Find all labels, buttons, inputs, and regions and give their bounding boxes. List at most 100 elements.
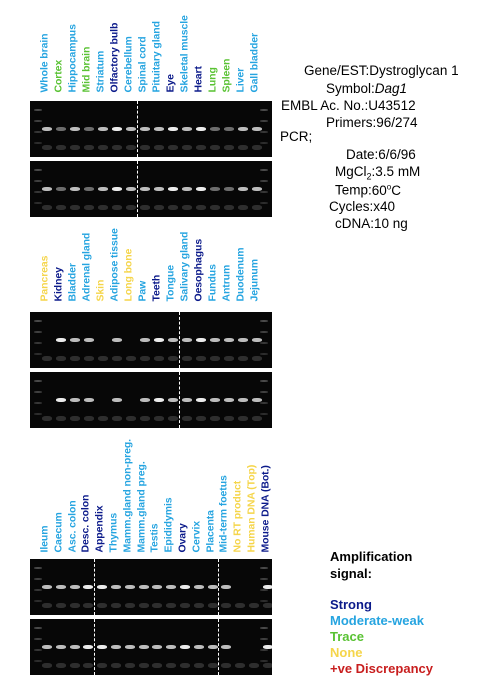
pcr-band [42,585,52,589]
pcr-band [124,585,135,589]
primer-smear [98,205,108,210]
marker-band [34,649,42,651]
pcr-band [112,127,122,131]
cycles-value: x40 [373,199,396,214]
temp-label: Temp: [335,182,372,198]
tissue-label: Mid brain [80,46,93,93]
pcr-band [224,127,234,131]
primer-smear [70,205,80,210]
pcr-band [84,187,94,191]
tissue-label: Testis [148,523,161,553]
primer-smear [112,416,122,421]
marker-band [34,391,42,393]
lane-divider [137,161,138,217]
primer-smear [140,416,150,421]
marker-band [34,567,42,569]
temp-row: Temp:60oC [335,183,401,197]
tissue-label: Mamm.gland non-preg. [121,438,134,553]
pcr-band [98,187,108,191]
marker-band [34,131,42,133]
primer-smear [252,205,262,210]
legend-title-line2: signal: [330,565,372,581]
primer-smear [196,416,206,421]
cdna-value: 10 ng [374,216,408,231]
primer-smear [224,356,234,361]
primer-smear [126,356,136,361]
primer-smear [69,663,80,668]
pcr-band [42,187,52,191]
primer-smear [83,603,94,608]
marker-band [260,353,268,355]
primer-smear [182,416,192,421]
mgcl-row: MgCl2:3.5 mM [335,165,420,182]
cycles-label: Cycles: [329,199,374,214]
tissue-label: Skin [94,279,107,302]
symbol-label: Symbol: [326,81,375,96]
marker-band [34,578,42,580]
tissue-label: Adipose tissue [108,228,121,302]
pcr-band [138,585,149,589]
gel-strip [30,559,272,615]
primer-smear [126,145,136,150]
gene-value: Dystroglycan 1 [369,63,459,78]
pcr-band [138,645,149,649]
primer-smear [166,663,177,668]
primer-smear [56,416,66,421]
primer-smear [56,356,66,361]
temp-number: 60 [371,182,387,198]
primer-smear [224,205,234,210]
primer-smear [262,603,272,608]
tissue-label: No RT product [231,480,244,553]
marker-band [260,413,268,415]
tissue-label: Cerebellum [122,36,135,93]
marker-band [260,567,268,569]
pcr-band [55,645,66,649]
cdna-label: cDNA: [335,216,375,231]
primer-smear [210,205,220,210]
tissue-label: Mid-term foetus [217,475,230,553]
primer-smear [111,663,121,668]
lane-divider [179,372,180,428]
pcr-band [83,645,94,649]
gel-strip [30,101,272,157]
marker-band [34,342,42,344]
marker-band [260,402,268,404]
tissue-label: Paw [136,280,149,302]
pcr-band [69,645,80,649]
pcr-band [56,398,66,402]
marker-band [34,589,42,591]
primer-smear [193,603,204,608]
primer-smear [196,145,206,150]
pcr-band [69,585,80,589]
tissue-label: Jejunum [248,259,261,302]
pcr-band [140,127,150,131]
pcr-band [98,127,108,131]
primer-smear [42,663,52,668]
tissue-label: Salivary gland [178,231,191,302]
tissue-label: Placenta [204,510,217,553]
tissue-label: Appendix [93,505,106,553]
pcr-band [180,645,190,649]
tissue-label: Fundus [206,264,219,302]
tissue-label: Desc. colon [79,494,92,553]
tissue-label: Gall bladder [248,33,261,93]
tissue-label: Skeletal muscle [178,15,191,93]
marker-band [34,402,42,404]
tissue-label: Tongue [164,264,177,302]
pcr-band [140,338,150,342]
primer-smear [221,663,232,668]
pcr-band [56,187,66,191]
pcr-band [56,127,66,131]
marker-band [34,413,42,415]
pcr-band [152,585,163,589]
primer-smear [138,663,149,668]
tissue-label: Liver [234,67,247,93]
embl-label: EMBL Ac. No.: [281,98,369,113]
primer-smear [154,205,164,210]
pcr-band [154,187,164,191]
pcr-band [193,645,204,649]
pcr-band [252,338,262,342]
tissue-label: Spleen [220,58,233,93]
pcr-band [221,585,232,589]
pcr-band [84,338,94,342]
